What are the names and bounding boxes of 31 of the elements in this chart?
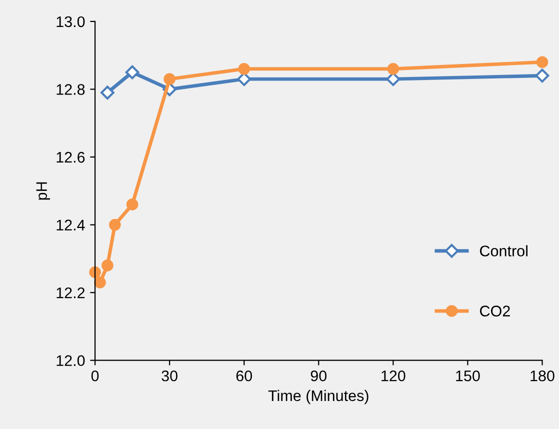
point: [102, 260, 114, 272]
legend-label: Control: [480, 245, 528, 256]
point: [125, 65, 140, 80]
y-tick-label: 12.8: [56, 84, 85, 95]
y-axis-title: pH: [36, 182, 50, 200]
legend-label: CO2: [480, 306, 510, 316]
point: [109, 218, 121, 231]
point: [536, 56, 548, 68]
x-axis-title: Time (Minutes): [268, 390, 368, 404]
x-tick-label: 150: [456, 370, 480, 382]
point: [89, 266, 101, 278]
y-tick-label: 12.2: [56, 287, 85, 298]
point: [100, 86, 114, 100]
x-tick-label: 60: [236, 370, 252, 382]
x-tick-label: 30: [162, 370, 178, 382]
y-tick-label: 12.6: [56, 152, 85, 163]
x-tick-label: 120: [382, 370, 406, 382]
x-tick-label: 180: [530, 370, 554, 382]
point: [237, 72, 252, 86]
y-tick-label: 12.0: [56, 355, 85, 366]
point: [126, 198, 138, 210]
y-tick-label: 12.4: [56, 220, 85, 230]
point: [238, 62, 250, 75]
point: [164, 73, 176, 85]
point: [535, 68, 550, 83]
point: [386, 72, 400, 86]
point: [94, 276, 106, 288]
point: [387, 62, 400, 75]
y-tick-label: 13.0: [56, 16, 85, 28]
x-tick-label: 90: [310, 370, 327, 382]
x-tick-label: 0: [91, 370, 99, 382]
